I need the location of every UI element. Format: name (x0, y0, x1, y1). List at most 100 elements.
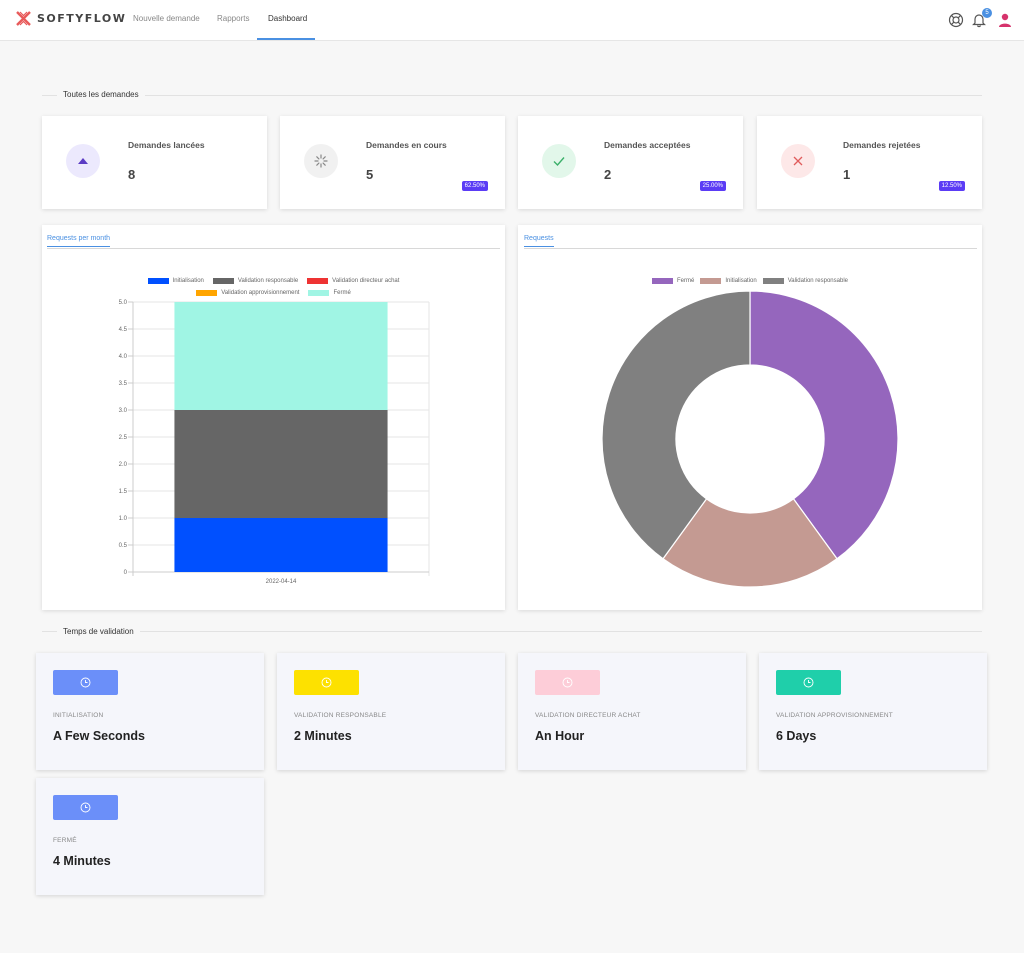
x-tick-label: 2022-04-14 (266, 579, 297, 585)
help-lifebuoy-icon[interactable] (948, 12, 964, 28)
clock-button[interactable] (53, 795, 118, 820)
donut-chart (601, 290, 899, 588)
clock-button[interactable] (535, 670, 600, 695)
section-title-demandes: Toutes les demandes (57, 90, 145, 99)
nav-link-rapports[interactable]: Rapports (217, 14, 250, 23)
time-label: VALIDATION APPROVISIONNEMENT (776, 712, 893, 719)
time-value: 6 Days (776, 729, 817, 743)
time-label: FERMÉ (53, 837, 77, 844)
bar-segment (174, 410, 388, 518)
tab-requests-per-month[interactable]: Requests per month (47, 235, 111, 247)
legend-row: Fermé Initialisation Validation responsabl… (518, 278, 982, 284)
clock-icon (803, 677, 814, 688)
stat-title: Demandes acceptées (604, 140, 691, 150)
legend-item[interactable]: Validation responsable (762, 278, 848, 284)
donut-slice (749, 290, 899, 560)
legend-label: Validation responsable (237, 278, 299, 284)
section-divider (42, 95, 982, 96)
y-tick-label: 0.5 (119, 543, 128, 549)
legend-row: Initialisation Validation responsable Vali… (42, 278, 505, 284)
triangle-up-icon (78, 158, 88, 164)
legend-swatch (147, 278, 169, 284)
legend-swatch (652, 278, 674, 284)
check-icon (553, 157, 565, 167)
time-label: VALIDATION RESPONSABLE (294, 712, 387, 719)
active-tab-indicator (257, 38, 315, 40)
panel-divider (524, 248, 977, 249)
y-tick-label: 3.0 (119, 408, 128, 414)
y-tick-label: 2.0 (119, 462, 128, 468)
time-card-initialisation: INITIALISATION A Few Seconds (36, 653, 264, 770)
softyflow-logo-icon (16, 11, 31, 26)
y-tick-label: 0 (124, 570, 128, 576)
legend-swatch (307, 278, 329, 284)
legend-swatch (308, 290, 330, 296)
stat-title: Demandes rejetées (843, 140, 921, 150)
legend-swatch (700, 278, 722, 284)
time-value: An Hour (535, 729, 585, 743)
percent-badge: 12.50% (938, 181, 965, 191)
time-value: 4 Minutes (53, 854, 111, 868)
y-tick-label: 3.5 (119, 381, 128, 387)
legend-swatch (762, 278, 784, 284)
user-avatar-icon[interactable] (997, 12, 1013, 28)
stat-icon-wrap (781, 144, 815, 178)
stat-title: Demandes lancées (128, 140, 205, 150)
percent-badge: 25.00% (699, 181, 726, 191)
donut-slice (601, 290, 751, 560)
time-card-validation-directeur-achat: VALIDATION DIRECTEUR ACHAT An Hour (518, 653, 746, 770)
clock-button[interactable] (294, 670, 359, 695)
nav-link-dashboard[interactable]: Dashboard (268, 14, 308, 23)
tab-requests[interactable]: Requests (524, 235, 554, 247)
stat-card-rejetees: Demandes rejetées 1 12.50% (757, 116, 982, 209)
legend-item[interactable]: Validation approvisionnement (196, 290, 299, 296)
notification-badge: 5 (982, 8, 992, 18)
clock-icon (321, 677, 332, 688)
legend-label: Fermé (677, 278, 695, 284)
brand-name: SOFTYFLOW (37, 12, 127, 25)
stat-card-acceptees: Demandes acceptées 2 25.00% (518, 116, 743, 209)
bar-chart: 0 0.5 1.0 1.5 2.0 2.5 3.0 3.5 4.0 4.5 5.0 2022-04-1… (119, 300, 430, 585)
legend-item[interactable]: Fermé (308, 290, 351, 296)
time-value: 2 Minutes (294, 729, 352, 743)
stat-icon-wrap (542, 144, 576, 178)
legend-label: Validation directeur achat (332, 278, 400, 284)
stat-card-en-cours: Demandes en cours 5 62.50% (280, 116, 505, 209)
nav-link-nouvelle-demande[interactable]: Nouvelle demande (133, 14, 200, 23)
clock-icon (80, 802, 91, 813)
bar-segment (174, 518, 388, 572)
legend-item[interactable]: Initialisation (147, 278, 204, 284)
time-label: INITIALISATION (53, 712, 104, 719)
clock-button[interactable] (53, 670, 118, 695)
time-value: A Few Seconds (53, 729, 145, 743)
clock-icon (80, 677, 91, 688)
brand-logo[interactable]: SOFTYFLOW (16, 11, 126, 26)
time-card-validation-approvisionnement: VALIDATION APPROVISIONNEMENT 6 Days (759, 653, 987, 770)
stat-card-lancees: Demandes lancées 8 (42, 116, 267, 209)
legend-item[interactable]: Fermé (652, 278, 694, 284)
y-tick-label: 4.0 (119, 354, 128, 360)
bell-icon[interactable] (971, 12, 987, 28)
stat-value: 5 (366, 167, 374, 182)
donut-slice (662, 498, 838, 588)
stat-icon-wrap (66, 144, 100, 178)
legend-item[interactable]: Validation responsable (212, 278, 299, 284)
x-icon (793, 156, 803, 166)
stat-icon-wrap (304, 144, 338, 178)
y-tick-label: 4.5 (119, 327, 128, 333)
time-card-validation-responsable: VALIDATION RESPONSABLE 2 Minutes (277, 653, 505, 770)
legend-item[interactable]: Initialisation (700, 278, 757, 284)
percent-badge: 62.50% (461, 181, 488, 191)
stat-title: Demandes en cours (366, 140, 447, 150)
y-tick-label: 5.0 (119, 300, 128, 306)
legend-label: Initialisation (725, 278, 757, 284)
time-card-ferme: FERMÉ 4 Minutes (36, 778, 264, 895)
legend-swatch (196, 290, 218, 296)
clock-button[interactable] (776, 670, 841, 695)
section-divider (42, 631, 982, 632)
clock-icon (562, 677, 573, 688)
legend-item[interactable]: Validation directeur achat (307, 278, 399, 284)
legend-label: Initialisation (172, 278, 204, 284)
y-tick-label: 1.0 (119, 516, 128, 522)
stat-value: 2 (604, 167, 612, 182)
